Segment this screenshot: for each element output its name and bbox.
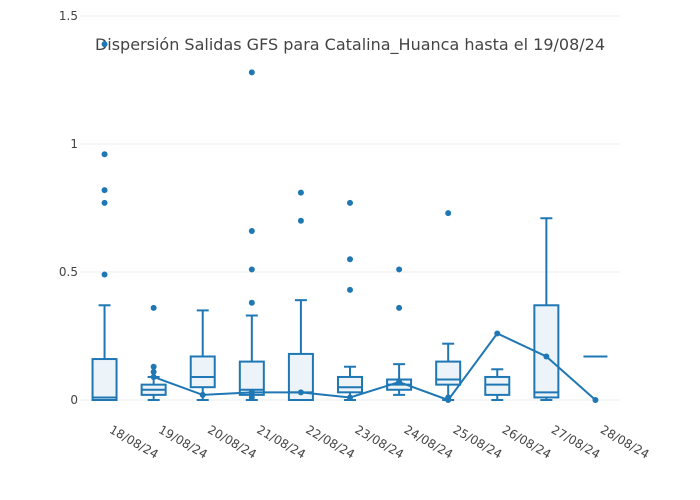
- outlier-point: [396, 266, 403, 273]
- box-body: [484, 375, 511, 396]
- outlier-point: [150, 304, 157, 311]
- outlier-point: [248, 299, 255, 306]
- outlier-point: [101, 187, 108, 194]
- outlier-point: [445, 210, 452, 217]
- x-tick-label: 24/08/24: [402, 422, 456, 461]
- x-tick-label: 20/08/24: [205, 422, 259, 461]
- outlier-point: [101, 271, 108, 278]
- box-21-08-24: [238, 69, 265, 401]
- trend-line-point: [494, 330, 501, 337]
- x-axis-ticks: 18/08/2419/08/2420/08/2421/08/2422/08/24…: [107, 422, 652, 461]
- box-18-08-24: [91, 41, 118, 402]
- outlier-point: [248, 394, 255, 401]
- trend-line-point: [396, 379, 403, 386]
- box-body: [189, 355, 216, 389]
- y-tick-label: 1: [70, 137, 78, 151]
- trend-line-path: [153, 332, 597, 402]
- boxes: [91, 41, 608, 402]
- x-tick-label: 26/08/24: [500, 422, 554, 461]
- box-26-08-24: [484, 368, 511, 401]
- outlier-point: [150, 368, 157, 375]
- x-tick-label: 23/08/24: [353, 422, 407, 461]
- outlier-point: [248, 266, 255, 273]
- y-tick-label: 1.5: [59, 9, 78, 23]
- trend-line-point: [150, 373, 157, 380]
- box-20-08-24: [189, 309, 216, 401]
- box-22-08-24: [287, 189, 314, 402]
- trend-line-point: [199, 391, 206, 398]
- box-23-08-24: [337, 199, 363, 401]
- outlier-point: [101, 151, 108, 158]
- x-tick-label: 25/08/24: [451, 422, 505, 461]
- x-tick-label: 22/08/24: [303, 422, 357, 461]
- box-body: [337, 375, 363, 394]
- outlier-point: [297, 189, 304, 196]
- outlier-point: [396, 304, 403, 311]
- trend-line-point: [248, 389, 255, 396]
- box-27-08-24: [533, 217, 560, 401]
- outlier-point: [248, 69, 255, 76]
- trend-line-point: [445, 397, 452, 403]
- y-tick-label: 0: [70, 393, 78, 407]
- x-tick-label: 28/08/24: [598, 422, 652, 461]
- trend-line: [150, 330, 599, 403]
- trend-line-point: [297, 389, 304, 396]
- chart-title: Dispersión Salidas GFS para Catalina_Hua…: [95, 35, 605, 55]
- outlier-point: [297, 217, 304, 224]
- box-19-08-24: [140, 304, 167, 401]
- box-24-08-24: [386, 266, 413, 396]
- trend-line-point: [592, 397, 599, 403]
- outlier-point: [150, 363, 157, 370]
- x-tick-label: 27/08/24: [549, 422, 603, 461]
- y-tick-label: 0.5: [59, 265, 78, 279]
- outlier-point: [347, 199, 353, 206]
- box-body: [91, 358, 118, 402]
- x-tick-label: 21/08/24: [254, 422, 308, 461]
- x-tick-label: 19/08/24: [156, 422, 210, 461]
- outlier-point: [248, 228, 255, 235]
- box-body: [435, 360, 462, 386]
- trend-line-point: [543, 353, 550, 360]
- outlier-point: [101, 199, 108, 206]
- outlier-point: [347, 256, 353, 263]
- outlier-point: [347, 286, 353, 293]
- x-tick-label: 18/08/24: [107, 422, 161, 461]
- box-body: [533, 304, 560, 399]
- y-axis-ticks: 00.511.52: [59, 9, 78, 407]
- box-25-08-24: [435, 210, 462, 401]
- outlier-point: [101, 41, 108, 48]
- trend-line-point: [347, 394, 353, 401]
